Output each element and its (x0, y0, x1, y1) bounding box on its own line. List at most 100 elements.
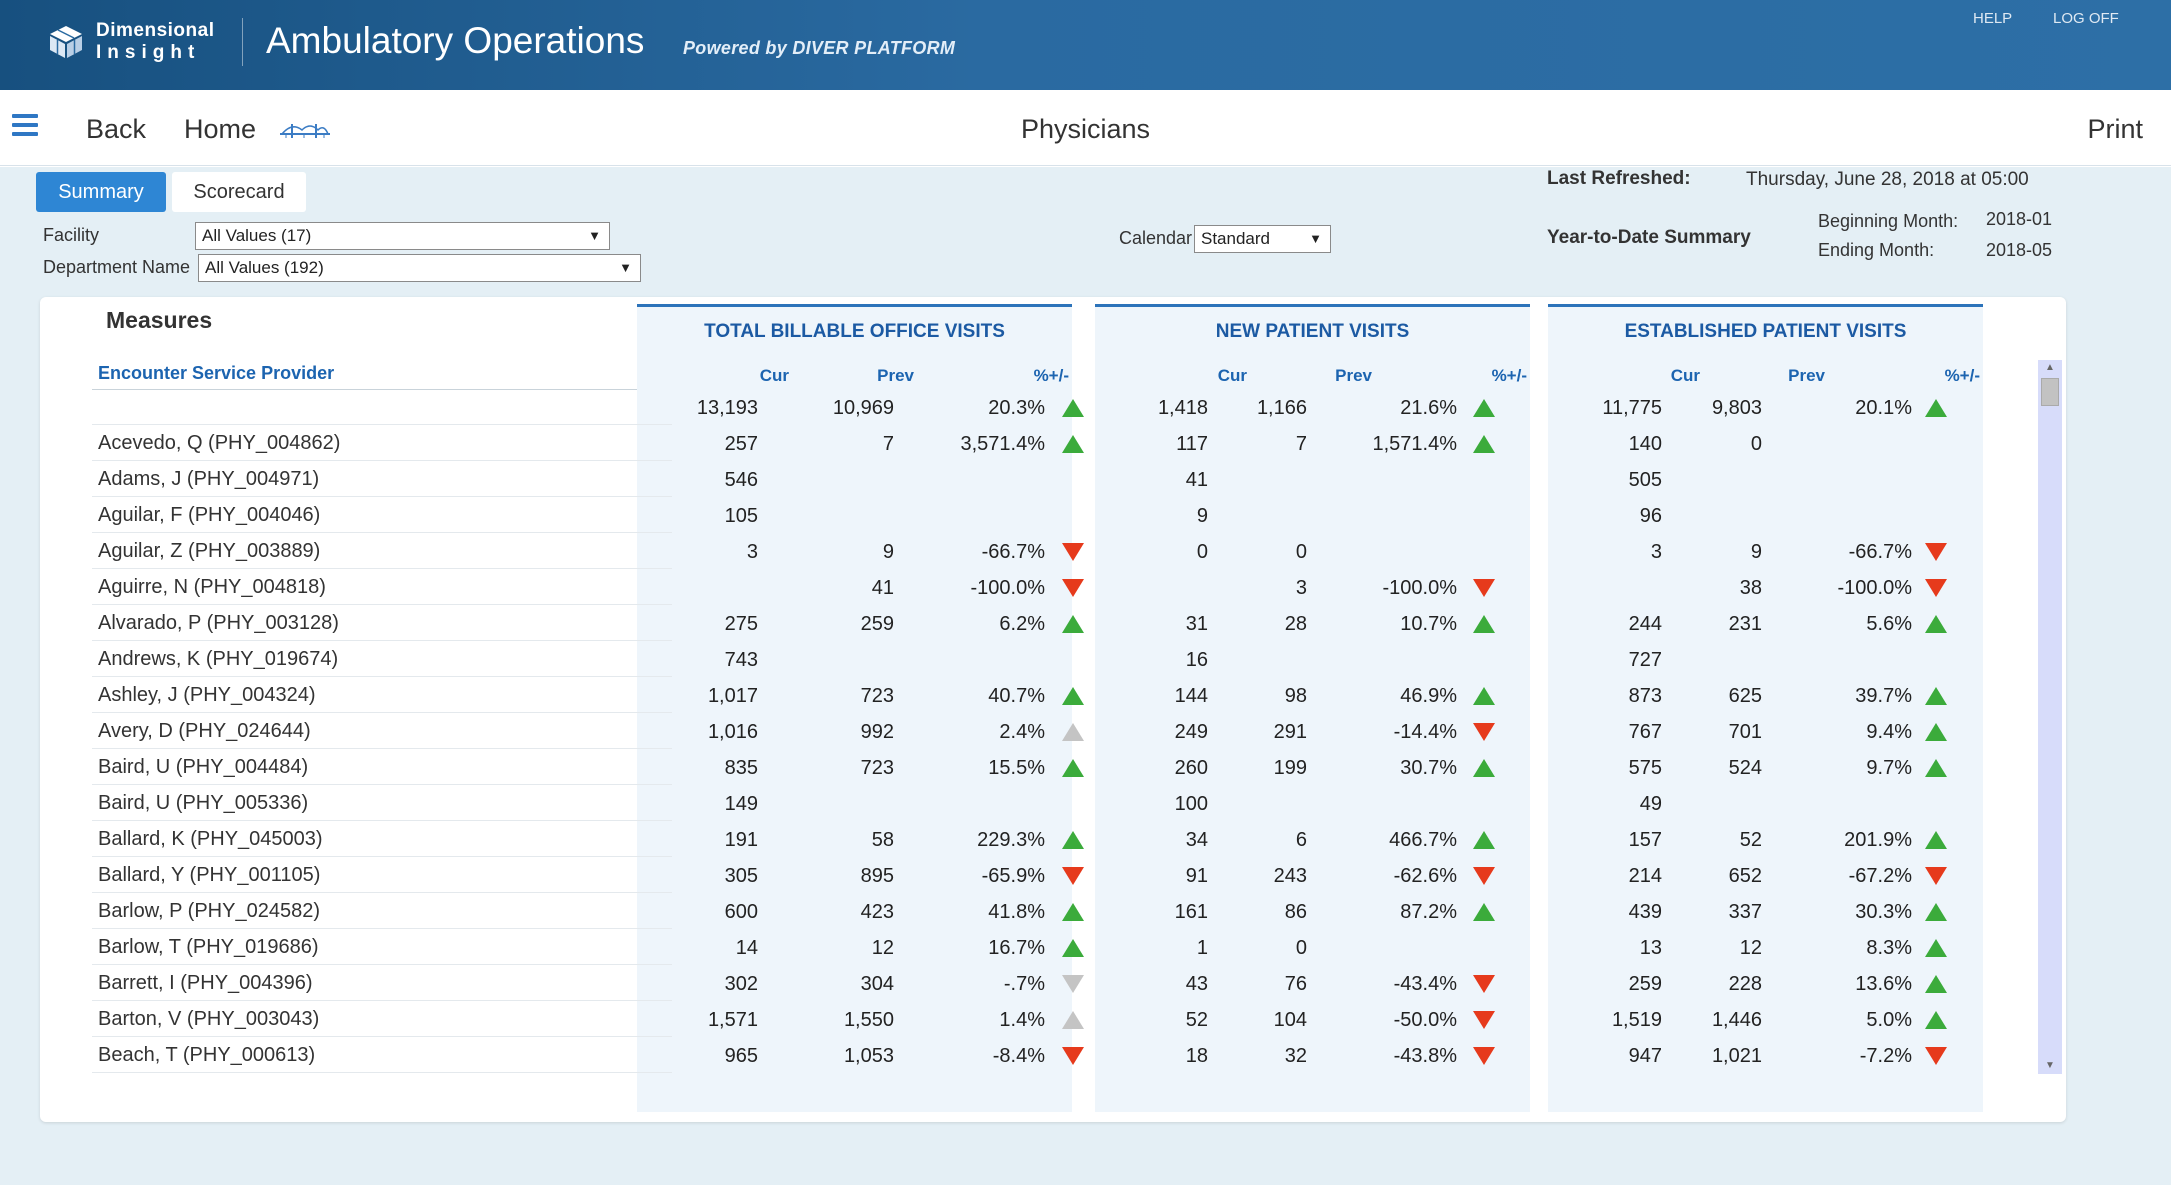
provider-name[interactable]: Barlow, P (PHY_024582) (98, 900, 320, 922)
row-divider (92, 640, 672, 641)
provider-name[interactable]: Baird, U (PHY_005336) (98, 792, 309, 814)
cur-value: 161 (1174, 901, 1208, 923)
provider-column-header[interactable]: Encounter Service Provider (98, 363, 335, 383)
logoff-link[interactable]: LOG OFF (2053, 10, 2119, 27)
table-row[interactable]: Aguilar, Z (PHY_003889) 3 9 -66.7% 0 0 3 9 -66.7… (40, 533, 2066, 569)
column-header-pct[interactable]: %+/- (1491, 366, 1527, 385)
measure-group-title[interactable]: NEW PATIENT VISITS (1215, 321, 1410, 342)
provider-name[interactable]: Alvarado, P (PHY_003128) (98, 612, 339, 634)
table-row[interactable]: Adams, J (PHY_004971) 546 41 505 (40, 461, 2066, 497)
pct-change-value: -.7% (1003, 973, 1045, 995)
trend-up-arrow-icon (1062, 939, 1084, 957)
table-row[interactable]: Aguirre, N (PHY_004818) 41 -100.0% 3 -100.0%… (40, 569, 2066, 605)
table-row[interactable]: Ballard, Y (PHY_001105) 305 895 -65.9% 91 243… (40, 857, 2066, 893)
measure-group-title[interactable]: ESTABLISHED PATIENT VISITS (1624, 321, 1907, 342)
trend-up-arrow-icon (1925, 687, 1947, 705)
provider-name[interactable]: Barton, V (PHY_003043) (98, 1008, 320, 1030)
prev-value: 7 (1295, 433, 1307, 455)
prev-value: 6 (1295, 829, 1307, 851)
column-header-pct[interactable]: %+/- (1944, 366, 1980, 385)
scroll-up-icon[interactable]: ▲ (2045, 362, 2055, 373)
vertical-scrollbar[interactable]: ▲ ▼ (2038, 360, 2062, 1074)
pct-change-value: -66.7% (1848, 541, 1912, 563)
pct-change-value: 8.3% (1866, 937, 1912, 959)
provider-name[interactable]: Andrews, K (PHY_019674) (98, 648, 339, 670)
table-row[interactable]: Beach, T (PHY_000613) 965 1,053 -8.4% 18 32 -4… (40, 1037, 2066, 1073)
provider-name[interactable]: Aguilar, F (PHY_004046) (98, 504, 321, 526)
column-header-prev[interactable]: Prev (877, 366, 914, 385)
provider-name[interactable]: Avery, D (PHY_024644) (98, 720, 311, 742)
home-link[interactable]: Home (184, 114, 257, 144)
scroll-thumb[interactable] (2041, 378, 2059, 406)
prev-value: 1,550 (843, 1009, 894, 1031)
tab-scorecard[interactable]: Scorecard (172, 172, 306, 212)
table-row[interactable]: Barlow, P (PHY_024582) 600 423 41.8% 161 86 87… (40, 893, 2066, 929)
pct-change-value: 201.9% (1844, 829, 1912, 851)
provider-name[interactable]: Baird, U (PHY_004484) (98, 756, 309, 778)
table-row[interactable]: Barrett, I (PHY_004396) 302 304 -.7% 43 76 -43… (40, 965, 2066, 1001)
provider-name[interactable]: Adams, J (PHY_004971) (98, 468, 320, 490)
provider-name[interactable]: Barlow, T (PHY_019686) (98, 936, 319, 958)
beginning-month-value: 2018-01 (1986, 209, 2053, 229)
table-row[interactable]: Andrews, K (PHY_019674) 743 16 727 (40, 641, 2066, 677)
column-header-pct[interactable]: %+/- (1033, 366, 1069, 385)
cur-value: 191 (724, 829, 758, 851)
pct-change-value: 39.7% (1855, 685, 1912, 707)
cur-value: 49 (1639, 793, 1662, 815)
cur-value: 302 (724, 973, 758, 995)
column-header-cur[interactable]: Cur (759, 366, 789, 385)
scroll-down-icon[interactable]: ▼ (2045, 1060, 2055, 1071)
prev-value: 992 (860, 721, 894, 743)
trend-down-arrow-icon (1062, 543, 1084, 561)
table-row[interactable]: Barlow, T (PHY_019686) 14 12 16.7% 1 0 13 12 8.3… (40, 929, 2066, 965)
trend-up-arrow-icon (1925, 723, 1947, 741)
trend-up-arrow-icon (1925, 759, 1947, 777)
column-header-prev[interactable]: Prev (1788, 366, 1825, 385)
provider-name[interactable]: Ballard, Y (PHY_001105) (98, 864, 321, 886)
provider-name[interactable]: Barrett, I (PHY_004396) (98, 972, 313, 994)
tab-summary[interactable]: Summary (36, 172, 166, 212)
table-row[interactable]: Aguilar, F (PHY_004046) 105 9 96 (40, 497, 2066, 533)
prev-value: 1,053 (843, 1045, 894, 1067)
table-row[interactable]: Baird, U (PHY_005336) 149 100 49 (40, 785, 2066, 821)
table-row[interactable]: Barton, V (PHY_003043) 1,571 1,550 1.4% 52 10… (40, 1001, 2066, 1037)
department-select[interactable]: All Values (192) ▼ (198, 254, 641, 282)
table-row[interactable]: Baird, U (PHY_004484) 835 723 15.5% 260 199 30… (40, 749, 2066, 785)
provider-name[interactable]: Acevedo, Q (PHY_004862) (98, 432, 341, 454)
facility-select[interactable]: All Values (17) ▼ (195, 222, 610, 250)
provider-name[interactable]: Ballard, K (PHY_045003) (98, 828, 323, 850)
trend-up-arrow-icon (1925, 939, 1947, 957)
provider-name[interactable]: Aguilar, Z (PHY_003889) (98, 540, 321, 562)
table-row[interactable]: Alvarado, P (PHY_003128) 275 259 6.2% 31 28 10… (40, 605, 2066, 641)
provider-name[interactable]: Ashley, J (PHY_004324) (98, 684, 316, 706)
pct-change-value: 13.6% (1855, 973, 1912, 995)
pct-change-value: -8.4% (992, 1045, 1045, 1067)
prev-value: 652 (1728, 865, 1762, 887)
back-link[interactable]: Back (86, 114, 147, 144)
print-link[interactable]: Print (2087, 114, 2143, 144)
trend-up-arrow-icon (1062, 435, 1084, 453)
cur-value: 965 (724, 1045, 758, 1067)
help-link[interactable]: HELP (1973, 10, 2013, 27)
column-header-cur[interactable]: Cur (1217, 366, 1247, 385)
trend-up-arrow-icon (1473, 759, 1495, 777)
calendar-select[interactable]: Standard ▼ (1194, 225, 1331, 253)
column-header-prev[interactable]: Prev (1335, 366, 1372, 385)
row-divider (92, 460, 672, 461)
provider-name[interactable]: Beach, T (PHY_000613) (98, 1044, 316, 1066)
column-header-cur[interactable]: Cur (1670, 366, 1700, 385)
provider-name[interactable]: Aguirre, N (PHY_004818) (98, 576, 326, 598)
measure-group-title[interactable]: TOTAL BILLABLE OFFICE VISITS (704, 321, 1005, 342)
trend-up-arrow-icon (1062, 723, 1084, 741)
table-row[interactable]: 13,193 10,969 20.3% 1,418 1,166 21.6% 11,775 9,… (40, 389, 2066, 425)
table-row[interactable]: Acevedo, Q (PHY_004862) 257 7 3,571.4% 117 7 1… (40, 425, 2066, 461)
cur-value: 1,016 (707, 721, 758, 743)
cur-value: 96 (1639, 505, 1662, 527)
table-row[interactable]: Avery, D (PHY_024644) 1,016 992 2.4% 249 291 -… (40, 713, 2066, 749)
hamburger-menu-icon[interactable] (12, 114, 38, 136)
header-divider (242, 18, 243, 66)
bridge-icon[interactable] (278, 120, 332, 140)
table-row[interactable]: Ashley, J (PHY_004324) 1,017 723 40.7% 144 98… (40, 677, 2066, 713)
prev-value: 58 (871, 829, 894, 851)
table-row[interactable]: Ballard, K (PHY_045003) 191 58 229.3% 34 6 466… (40, 821, 2066, 857)
